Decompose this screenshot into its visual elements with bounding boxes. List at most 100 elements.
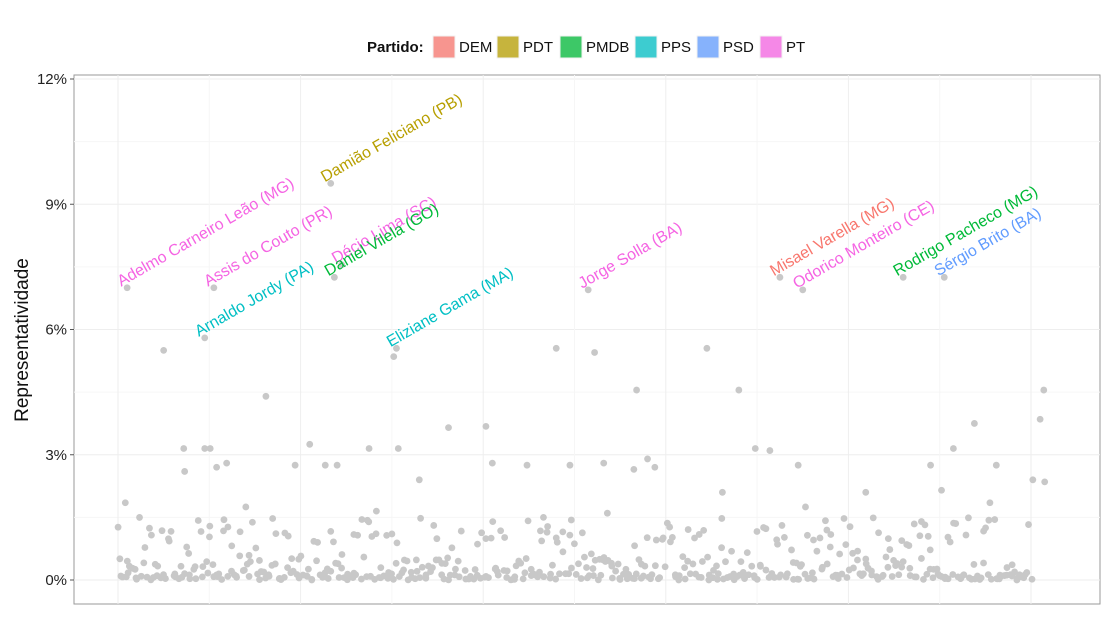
data-point [718,515,726,522]
data-point [762,525,770,533]
data-point [757,562,764,570]
legend-entry-label: DEM [459,39,492,56]
data-point-labeled [330,273,338,281]
data-point [905,542,913,549]
data-point [910,520,918,528]
data-point [952,520,960,527]
data-point [728,547,735,555]
data-point [354,531,362,539]
data-point [751,445,759,452]
data-point [1011,568,1018,576]
data-point [985,516,993,524]
data-point [656,574,664,582]
data-point [158,527,166,535]
data-point [722,558,729,566]
data-point [201,445,209,452]
data-point [691,534,698,542]
data-point [167,527,175,535]
data-point [571,540,578,548]
data-point [482,535,490,543]
data-point [982,524,989,532]
data-point [223,459,231,467]
data-point [377,564,385,571]
data-point [220,516,228,524]
y-tick-label: 3% [45,447,67,464]
data-point [372,530,380,538]
data-point [487,534,495,542]
data-point [141,544,149,551]
data-point [778,522,786,529]
data-point [137,572,145,580]
data-point [272,530,280,538]
data-point [199,563,207,571]
data-point [762,566,770,574]
data-point [393,539,401,547]
data-point [689,560,697,568]
data-point [681,564,689,572]
data-point [581,553,588,561]
data-point [517,559,525,567]
data-point [698,558,706,565]
data-point [288,555,296,563]
data-point [962,531,970,539]
data-point [1036,415,1044,423]
data-point [987,575,995,583]
data-point [884,563,892,571]
panel-border [73,74,1101,605]
data-point [430,522,438,529]
data-point [568,564,575,572]
legend-entry-label: PT [786,39,805,56]
data-point [552,344,560,352]
data-point [813,547,821,555]
data-point [474,540,481,548]
data-point [218,576,226,583]
data-point [198,573,206,581]
data-point [566,531,574,539]
data-point [540,513,547,521]
data-point [324,575,332,582]
data-point [519,575,527,583]
data-point [242,503,250,511]
data-point [185,550,193,557]
data-point-labeled [776,273,784,281]
data-point [783,570,791,578]
data-point [271,560,279,568]
legend-swatch [497,36,519,58]
data-point [327,567,335,575]
data-point [265,571,273,579]
data-point [906,564,914,572]
data-point [912,573,920,581]
data-point [114,523,122,531]
y-axis-label: Representatividade [12,258,33,422]
data-point [304,565,312,573]
data-point [206,522,214,530]
data-point [860,570,867,578]
legend: Partido: DEM PDT PMDB PPS PSD PT [367,34,805,60]
data-point [448,544,456,552]
data-point [372,507,380,515]
data-point [991,516,999,523]
data-point [524,517,532,525]
data-point [236,552,244,560]
data-point [823,526,831,534]
data-point [846,523,854,531]
data-point [338,564,346,572]
data-point [929,574,937,582]
data-point [124,569,132,577]
legend-entry-label: PMDB [586,39,629,56]
data-point [780,533,788,541]
data-point [394,445,402,452]
data-point [589,565,597,572]
data-point [538,537,546,545]
data-point [546,574,554,582]
data-point [494,571,502,579]
plot-panel [73,74,1101,605]
data-point [704,553,712,561]
data-point [1029,476,1037,484]
data-point [583,564,590,571]
data-point [718,544,725,552]
data-point [949,445,957,452]
data-point [567,516,575,524]
data-point [575,560,582,568]
data-point [116,555,124,563]
